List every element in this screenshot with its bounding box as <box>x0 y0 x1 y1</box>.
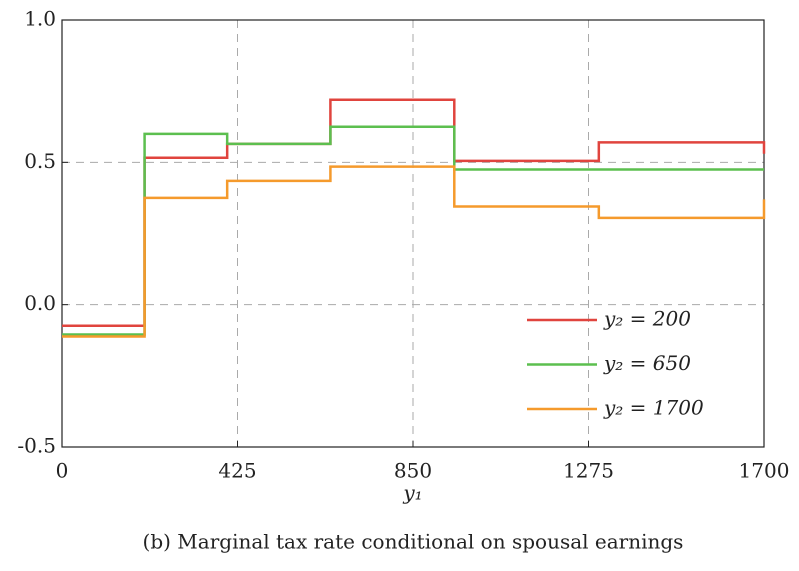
plot-frame <box>61 19 765 448</box>
y-tick-label: -0.5 <box>17 434 56 458</box>
y-tick-label: 1.0 <box>24 7 56 31</box>
series-line <box>62 165 766 338</box>
x-axis-label: y₁ <box>402 481 422 505</box>
legend-text: y₂ = 200 <box>603 307 691 331</box>
legend-text: y₂ = 650 <box>603 351 691 375</box>
y-tick-label: 0.5 <box>24 149 56 173</box>
y-tick-label: 0.0 <box>24 291 56 315</box>
x-tick-label: 1700 <box>739 459 790 483</box>
caption: (b) Marginal tax rate conditional on spo… <box>143 530 684 554</box>
x-tick-label: 850 <box>394 459 432 483</box>
x-tick-label: 425 <box>218 459 256 483</box>
x-tick-label: 0 <box>56 459 69 483</box>
legend-text: y₂ = 1700 <box>603 396 704 420</box>
x-tick-label: 1275 <box>563 459 614 483</box>
